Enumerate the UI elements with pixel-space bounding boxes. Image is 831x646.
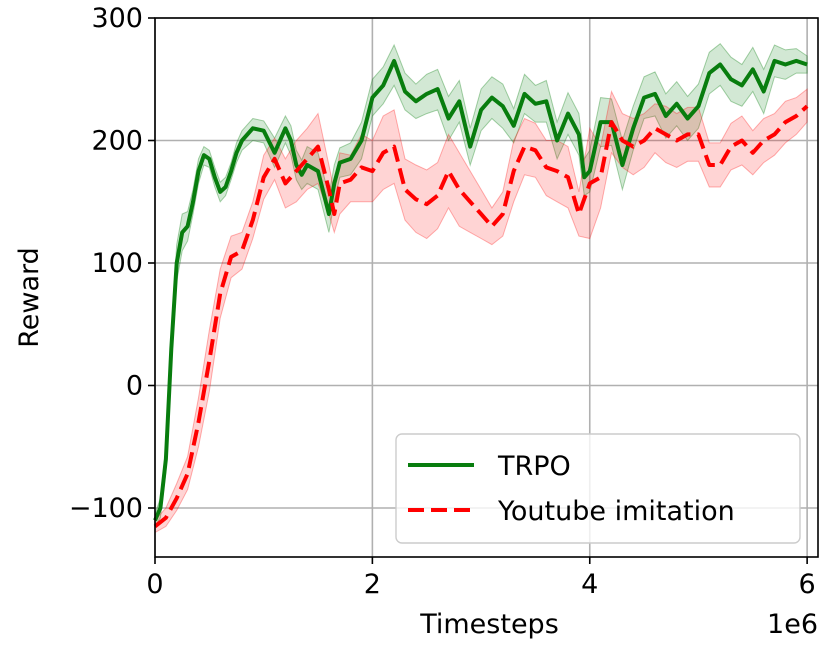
series-lines: [153, 58, 809, 528]
legend-label-trpo: TRPO: [497, 451, 571, 482]
y-tick-label: 0: [126, 371, 143, 402]
confidence-band-1: [154, 88, 808, 534]
x-axis-offset-label: 1e6: [767, 609, 818, 640]
legend: TRPO Youtube imitation: [395, 433, 801, 544]
x-tick-label: 0: [146, 569, 163, 600]
plot-frame: [154, 17, 819, 558]
tick-labels: 0 2 4 6 −100 0 100 200 300: [69, 3, 816, 600]
confidence-bands: [154, 42, 808, 534]
y-tick-label: −100: [69, 493, 143, 524]
legend-label-youtube-imitation: Youtube imitation: [497, 496, 735, 527]
confidence-band-0: [154, 42, 808, 529]
x-axis-title: Timesteps: [419, 609, 559, 640]
series-line-1: [153, 104, 809, 528]
y-tick-label: 200: [91, 126, 143, 157]
legend-box: [395, 433, 801, 544]
series-line-0: [153, 58, 808, 522]
y-tick-label: 100: [91, 248, 143, 279]
x-tick-label: 2: [364, 569, 381, 600]
y-axis-title: Reward: [14, 247, 45, 348]
x-tick-label: 4: [581, 569, 598, 600]
y-tick-label: 300: [91, 3, 143, 34]
x-tick-label: 6: [799, 569, 816, 600]
axes-frame: [148, 17, 819, 564]
